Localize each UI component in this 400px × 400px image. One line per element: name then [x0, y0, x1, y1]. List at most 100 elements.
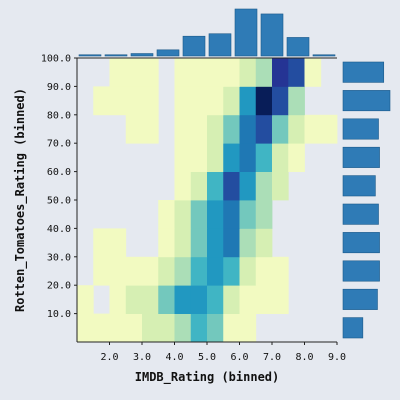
heatmap-cell — [223, 171, 240, 201]
heatmap-cell — [239, 143, 257, 172]
right-marginal-histogram — [342, 61, 391, 339]
right-histogram-bar — [342, 118, 379, 140]
heatmap-cell — [174, 313, 192, 343]
y-tick-label: 80.0 — [47, 110, 71, 121]
heatmap-cell — [223, 58, 240, 87]
heatmap-cell — [272, 86, 289, 116]
heatmap-cell — [174, 200, 192, 229]
heatmap-cell — [190, 228, 208, 258]
heatmap-cell — [158, 256, 175, 286]
heatmap-cell — [174, 86, 192, 116]
heatmap-cell — [174, 285, 192, 314]
x-tick-label: 4.0 — [165, 352, 183, 363]
heatmap-cell — [288, 86, 305, 116]
top-histogram-bar — [208, 33, 232, 57]
heatmap-cell — [207, 171, 224, 201]
y-axis-ticks: 10.0 20.0 30.0 40.0 50.0 60.0 70.0 80.0 90.0 100.… — [41, 54, 77, 320]
heatmap-cell — [255, 143, 273, 172]
heatmap-cell — [125, 313, 143, 343]
heatmap-cell — [190, 313, 208, 343]
heatmap-cell — [158, 285, 175, 314]
heatmap-cell — [255, 171, 273, 201]
heatmap-cell — [125, 86, 143, 116]
y-tick-label: 90.0 — [47, 82, 71, 93]
y-axis-title: Rotten_Tomatoes_Rating (binned) — [13, 88, 28, 312]
heatmap-cell — [239, 200, 257, 229]
heatmap-cell — [158, 200, 175, 229]
heatmap-cell — [190, 58, 208, 87]
heatmap-cell — [174, 228, 192, 258]
right-histogram-bar — [342, 90, 391, 112]
x-tick-label: 2.0 — [100, 352, 118, 363]
heatmap-cell — [272, 171, 289, 201]
top-histogram-bar — [234, 8, 258, 57]
right-histogram-bar — [342, 203, 379, 225]
x-tick-label: 3.0 — [133, 352, 151, 363]
heatmap-cell — [93, 313, 110, 343]
heatmap-cell — [190, 285, 208, 314]
x-tick-label: 6.0 — [230, 352, 248, 363]
right-histogram-bar — [342, 61, 385, 83]
heatmap-cell — [272, 58, 289, 87]
heatmap-cell — [255, 200, 273, 229]
heatmap-cell — [320, 114, 338, 144]
y-tick-label: 60.0 — [47, 167, 71, 178]
heatmap-cell — [93, 256, 110, 286]
heatmap-cell — [223, 86, 240, 116]
x-tick-label: 9.0 — [328, 352, 346, 363]
heatmap-cell — [223, 256, 240, 286]
y-tick-label: 50.0 — [47, 196, 71, 207]
heatmap-cell — [223, 313, 240, 343]
heatmap-cell — [190, 200, 208, 229]
y-tick-label: 20.0 — [47, 281, 71, 292]
heatmap-cell — [93, 228, 110, 258]
heatmap-cell — [109, 228, 127, 258]
heatmap-cell — [207, 58, 224, 87]
heatmap-cell — [288, 58, 305, 87]
y-tick-label: 40.0 — [47, 224, 71, 235]
heatmap-cell — [190, 114, 208, 144]
top-histogram-bar — [156, 49, 180, 57]
heatmap-cell — [174, 256, 192, 286]
top-histogram-bar — [104, 54, 128, 57]
heatmap-cell — [174, 58, 192, 87]
right-histogram-bar — [342, 288, 378, 310]
top-histogram-bar — [286, 37, 310, 57]
heatmap-cell — [158, 228, 175, 258]
x-tick-label: 8.0 — [295, 352, 313, 363]
heatmap-cell — [223, 143, 240, 172]
heatmap-cell — [239, 313, 257, 343]
heatmap-cell — [207, 200, 224, 229]
heatmap-cell — [142, 86, 159, 116]
heatmap-cell — [239, 114, 257, 144]
heatmap-cell — [207, 143, 224, 172]
heatmap-cell — [174, 114, 192, 144]
heatmap-cell — [272, 114, 289, 144]
heatmap-cell — [158, 313, 175, 343]
heatmap-cell — [142, 256, 159, 286]
heatmap-cell — [109, 86, 127, 116]
heatmap-cell — [304, 58, 322, 87]
heatmap-cell — [142, 58, 159, 87]
heatmap-cell — [109, 313, 127, 343]
heatmap-cell — [239, 285, 257, 314]
heatmap-cell — [272, 285, 289, 314]
top-histogram-bar — [78, 54, 102, 57]
x-axis-ticks: 2.0 3.0 4.0 5.0 6.0 7.0 8.0 9.0 — [100, 342, 346, 363]
heatmap-cell — [125, 256, 143, 286]
heatmap-cell — [142, 114, 159, 144]
heatmap-cell — [304, 114, 322, 144]
heatmap-cells — [77, 58, 338, 343]
heatmap-cell — [207, 313, 224, 343]
y-tick-label: 30.0 — [47, 252, 71, 263]
right-histogram-bar — [342, 232, 380, 254]
top-histogram-bar — [182, 35, 206, 57]
heatmap-cell — [207, 86, 224, 116]
right-histogram-bar — [342, 175, 376, 197]
heatmap-cell — [93, 86, 110, 116]
heatmap-cell — [142, 313, 159, 343]
heatmap-cell — [174, 143, 192, 172]
heatmap-cell — [223, 114, 240, 144]
heatmap-cell — [109, 256, 127, 286]
